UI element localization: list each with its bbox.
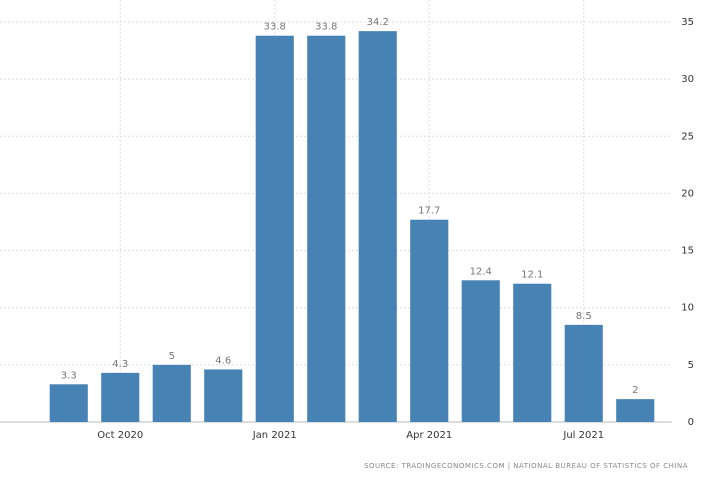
y-tick-label: 30 [681,74,694,85]
y-tick-label: 35 [681,17,694,28]
bar [307,35,346,422]
y-tick-label: 20 [681,188,694,199]
bar [410,219,449,422]
x-tick-label: Jan 2021 [252,430,297,441]
value-label: 3.3 [61,370,77,381]
value-label: 4.6 [215,355,231,366]
value-label: 12.1 [521,270,543,281]
bar [101,372,140,422]
value-label: 8.5 [576,311,592,322]
y-tick-label: 15 [681,246,694,257]
bar [616,399,655,422]
y-tick-label: 5 [688,360,694,371]
y-tick-label: 10 [681,303,694,314]
y-tick-label: 25 [681,131,694,142]
value-label: 17.7 [418,206,440,217]
value-label: 33.8 [315,22,337,33]
bar [513,283,552,422]
value-label: 4.3 [112,359,128,370]
x-tick-label: Jul 2021 [562,430,604,441]
bar [358,31,397,423]
bar [461,280,500,422]
source-note: SOURCE: TRADINGECONOMICS.COM | NATIONAL … [364,462,688,470]
x-tick-label: Apr 2021 [406,430,452,441]
value-label: 5 [169,351,175,362]
y-tick-label: 0 [688,417,694,428]
bar [204,369,243,422]
value-label: 2 [632,385,638,396]
value-label: 33.8 [264,22,286,33]
x-tick-label: Oct 2020 [97,430,143,441]
bar [152,364,191,422]
bar [564,324,603,422]
bar [49,384,88,422]
value-label: 12.4 [470,266,492,277]
value-label: 34.2 [367,17,389,28]
bar [255,35,294,422]
